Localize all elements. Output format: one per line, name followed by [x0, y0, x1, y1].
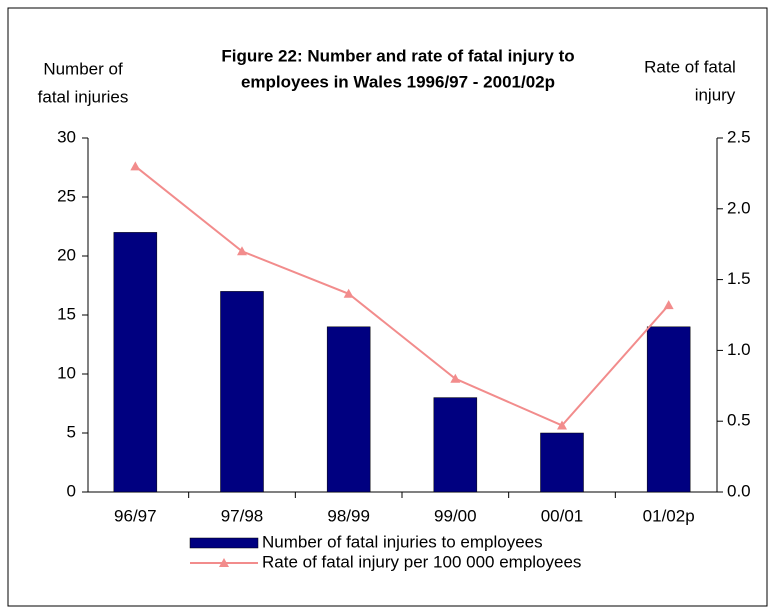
y-axis-label: Number of [43, 59, 123, 78]
y-tick-label: 30 [57, 127, 76, 146]
legend-label: Number of fatal injuries to employees [262, 532, 543, 551]
x-tick-label: 96/97 [114, 506, 157, 525]
y2-tick-label: 2.0 [727, 198, 751, 217]
line-marker [237, 246, 247, 256]
y2-tick-label: 0.5 [727, 411, 751, 430]
bar [433, 397, 478, 493]
x-tick-label: 97/98 [221, 506, 264, 525]
chart-title: employees in Wales 1996/97 - 2001/02p [241, 72, 555, 91]
y-tick-label: 25 [57, 186, 76, 205]
bar [220, 291, 264, 493]
bar [646, 326, 691, 493]
bar [326, 326, 371, 493]
y-tick-label: 10 [57, 363, 76, 382]
bar [113, 232, 158, 493]
x-tick-label: 00/01 [541, 506, 584, 525]
legend-label: Rate of fatal injury per 100 000 employe… [262, 552, 581, 571]
line-marker [557, 420, 567, 430]
line-marker [343, 288, 354, 298]
y-axis-label: fatal injuries [38, 87, 129, 106]
bar [540, 432, 584, 493]
line-marker [663, 300, 674, 310]
legend-swatch [219, 558, 229, 567]
y2-tick-label: 2.5 [727, 127, 751, 146]
legend-swatch [189, 537, 259, 549]
x-tick-label: 99/00 [434, 506, 477, 525]
y2-tick-label: 1.0 [727, 340, 751, 359]
legend [185, 514, 610, 584]
chart-title: Figure 22: Number and rate of fatal inju… [221, 46, 574, 65]
y2-axis-label: injury [695, 85, 736, 104]
y2-tick-label: 1.5 [727, 269, 751, 288]
line [134, 165, 670, 427]
x-tick-label: 01/02p [643, 506, 695, 525]
x-tick-label: 98/99 [327, 506, 370, 525]
line-marker [450, 373, 461, 383]
y-tick-label: 0 [67, 481, 76, 500]
line-marker [130, 161, 141, 171]
y-tick-label: 20 [57, 245, 76, 264]
y-tick-label: 15 [57, 304, 76, 323]
y2-tick-label: 0.0 [727, 481, 751, 500]
y-tick-label: 5 [67, 422, 76, 441]
y2-axis-label: Rate of fatal [644, 57, 736, 76]
